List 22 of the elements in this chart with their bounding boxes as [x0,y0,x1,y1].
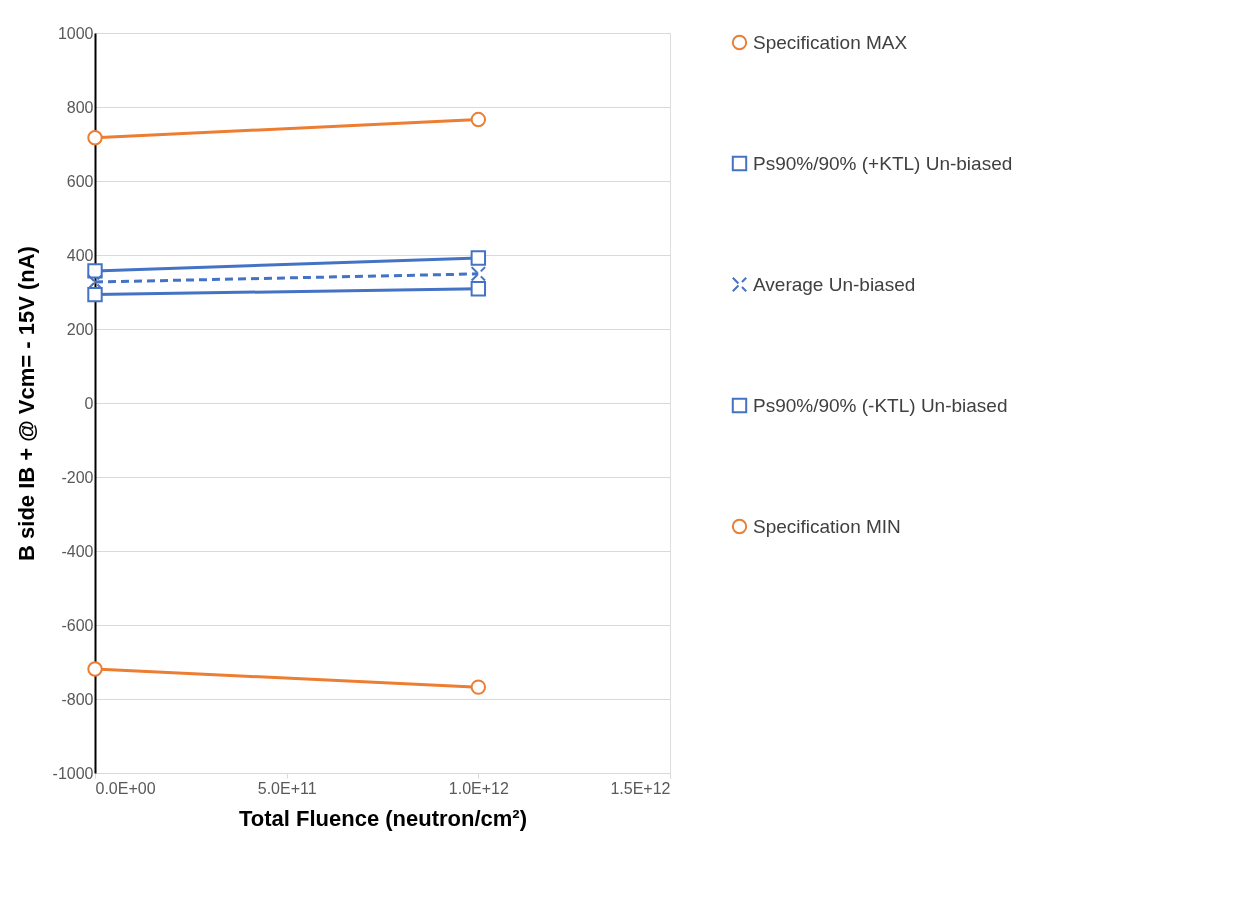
x-axis-title: Total Fluence (neutron/cm²) [238,805,528,831]
legend-label: Specification MIN [753,515,901,537]
legend-label: Ps90%/90% (+KTL) Un-biased [753,152,1013,174]
x-tick-label: 1.5E+12 [610,779,671,797]
x-tick-label: 1.0E+12 [448,779,509,797]
y-tick-label: -400 [61,542,94,560]
y-tick-label: 400 [66,246,94,264]
y-tick-label: -200 [61,468,94,486]
y-tick-label: 200 [66,320,94,338]
legend-label: Average Un-biased [753,273,916,295]
y-tick-label: 600 [66,172,94,190]
y-tick-label: 1000 [57,24,94,42]
x-tick-label: 5.0E+11 [257,779,317,797]
x-tick-label: 0.0E+00 [95,779,156,797]
legend-label: Specification MAX [753,31,908,53]
y-tick-label: 800 [66,98,94,116]
y-axis-title: B side IB + @ Vcm= - 15V (nA) [13,246,39,561]
y-tick-label: -600 [61,616,94,634]
legend-label: Ps90%/90% (-KTL) Un-biased [753,394,1008,416]
y-tick-label: -1000 [52,764,94,782]
y-tick-label: 0 [84,394,94,412]
y-tick-label: -800 [61,690,94,708]
